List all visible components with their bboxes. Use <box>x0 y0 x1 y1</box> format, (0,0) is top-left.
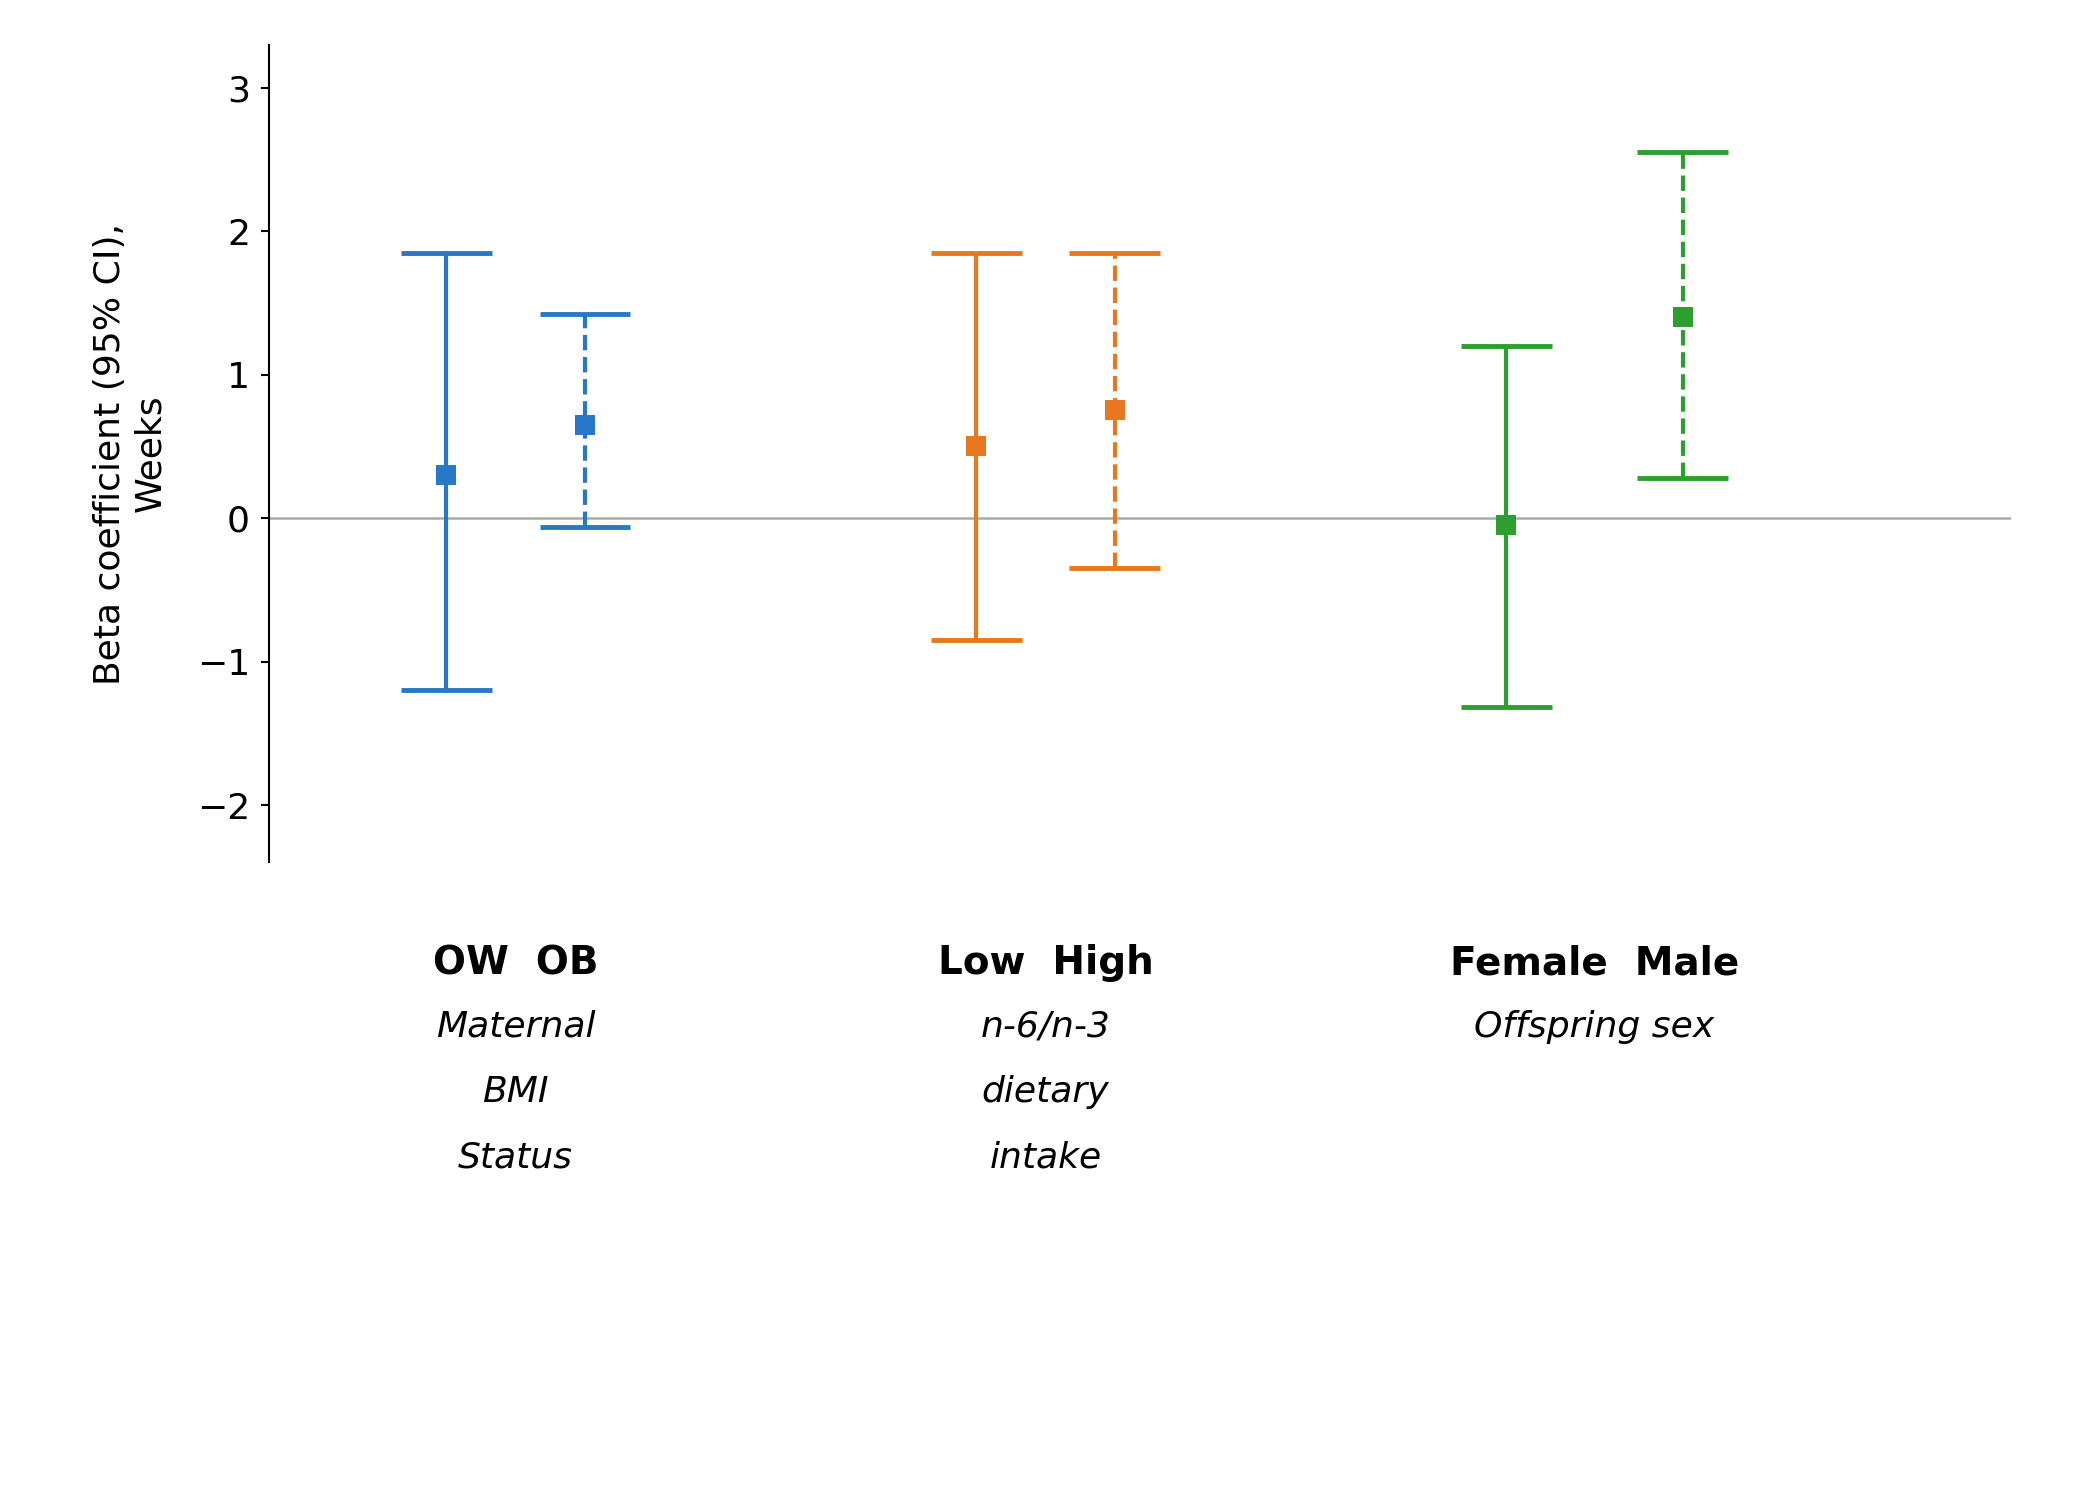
Text: Status: Status <box>458 1141 572 1175</box>
Text: Beta coefficient (95% CI),
Weeks: Beta coefficient (95% CI), Weeks <box>93 223 168 684</box>
Text: Maternal: Maternal <box>435 1010 595 1044</box>
Text: Female  Male: Female Male <box>1449 944 1739 983</box>
Text: BMI: BMI <box>483 1075 549 1109</box>
Text: n-6/n-3: n-6/n-3 <box>981 1010 1111 1044</box>
Text: dietary: dietary <box>983 1075 1109 1109</box>
Text: Offspring sex: Offspring sex <box>1474 1010 1714 1044</box>
Text: Low  High: Low High <box>937 944 1153 983</box>
Text: intake: intake <box>989 1141 1101 1175</box>
Text: OW  OB: OW OB <box>433 944 599 983</box>
